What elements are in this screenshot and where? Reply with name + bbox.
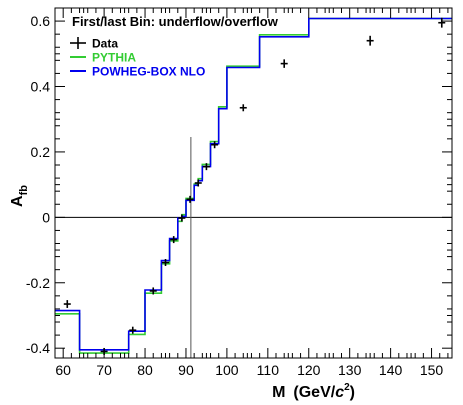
axes: 60 70 80 90 100 110 120 130 140 150 -0.4 -0.2 0 0.2 0.…: [26, 7, 453, 378]
data-points: [63, 17, 446, 355]
x-axis-label: M (GeV/c2): [272, 382, 355, 401]
x-axis-label-unit-open: (GeV/: [293, 384, 335, 401]
data-point: [366, 35, 374, 46]
data-point: [202, 163, 210, 171]
y-tick-label: 0.2: [31, 144, 51, 160]
legend-entry: PYTHIA: [70, 51, 136, 65]
y-tick-label: 0: [42, 209, 50, 225]
data-point: [239, 104, 247, 112]
y-axis-label-main: A: [9, 195, 26, 207]
data-point: [280, 59, 288, 68]
y-tick-label: 0.6: [31, 13, 51, 29]
plot-frame: [54, 7, 453, 359]
svg-text:Afb: Afb: [9, 185, 30, 207]
x-tick-label: 110: [257, 362, 280, 378]
data-point: [129, 326, 137, 334]
x-tick-label: 140: [379, 362, 403, 378]
x-tick-label: 120: [297, 362, 321, 378]
x-tick-label: 90: [178, 362, 194, 378]
x-tick-label: 130: [338, 362, 362, 378]
data-point: [63, 300, 71, 308]
y-tick-label: 0.4: [31, 79, 51, 95]
x-axis-label-main: M: [272, 384, 285, 401]
data-point: [170, 236, 178, 244]
data-point: [149, 287, 157, 295]
plot-area: [55, 137, 452, 358]
x-axis-label-unit-close: ): [350, 384, 355, 401]
x-tick-label: 100: [215, 362, 239, 378]
data-point: [162, 258, 170, 266]
y-tick-label: -0.4: [26, 340, 50, 356]
series-line-powheg-box-nlo: [55, 17, 452, 351]
legend-label: Data: [92, 37, 118, 51]
x-tick-label: 60: [55, 362, 71, 378]
data-point: [186, 195, 194, 203]
y-axis-label-sub: fb: [18, 185, 30, 196]
chart-title: First/last Bin: underflow/overflow: [72, 14, 279, 29]
x-tick-label: 80: [137, 362, 153, 378]
y-tick-label: -0.2: [26, 275, 50, 291]
x-tick-label: 70: [96, 362, 112, 378]
mc-histograms: [55, 17, 452, 354]
x-axis-label-unit-c: c: [335, 384, 344, 401]
legend-label: PYTHIA: [92, 51, 136, 65]
legend-label: POWHEG-BOX NLO: [92, 65, 205, 79]
data-point: [211, 141, 219, 149]
data-point: [194, 179, 202, 187]
x-axis-label-unit-exp: 2: [344, 382, 350, 393]
y-axis-label: Afb: [9, 185, 30, 207]
legend-entry: POWHEG-BOX NLO: [70, 65, 205, 79]
data-point: [178, 214, 186, 222]
legend-entry: Data: [70, 37, 118, 51]
x-tick-label: 150: [420, 362, 444, 378]
data-point: [438, 17, 446, 28]
